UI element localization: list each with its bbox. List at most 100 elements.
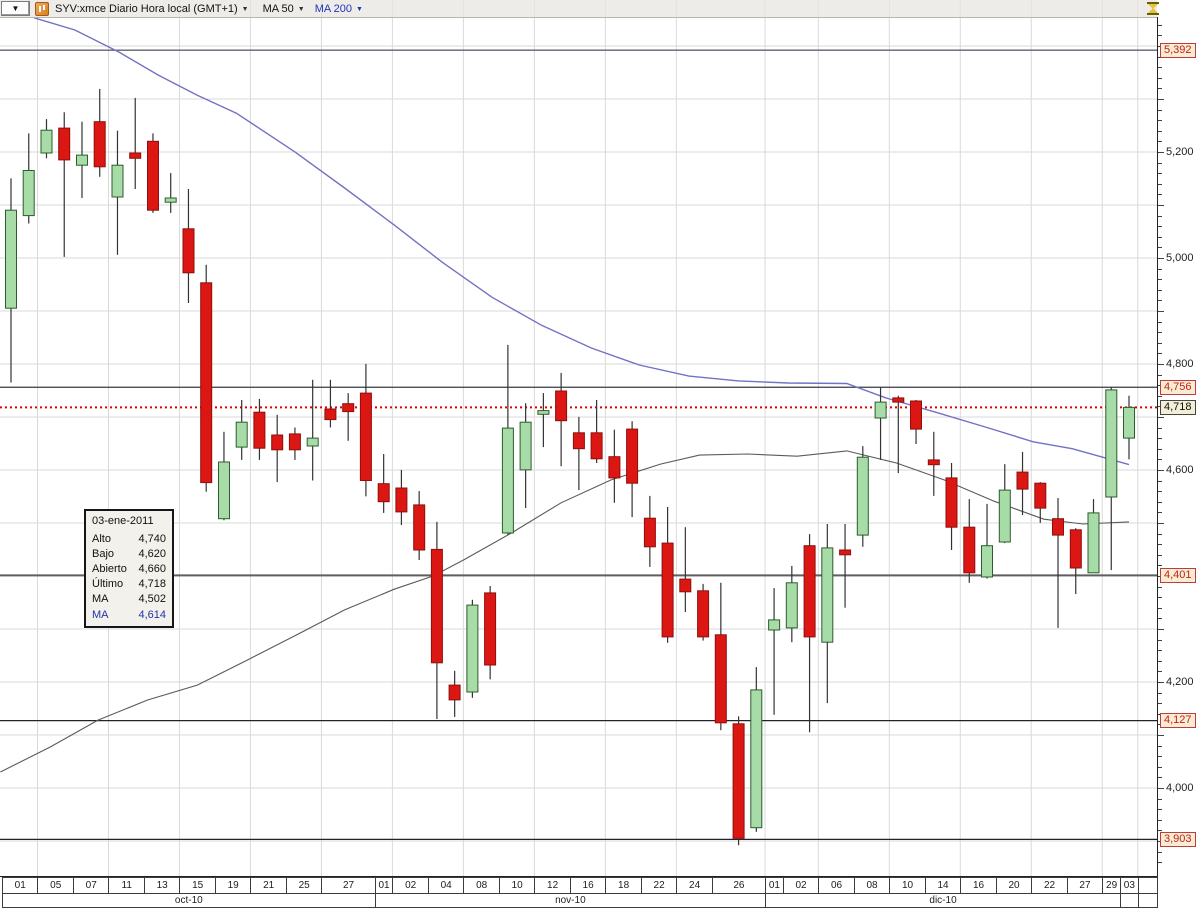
price-tick (1158, 544, 1162, 546)
candle[interactable] (679, 527, 692, 612)
alarm-icon[interactable] (1147, 2, 1159, 15)
candle[interactable] (643, 495, 656, 567)
candle[interactable] (466, 599, 479, 698)
candle-body (750, 689, 763, 829)
candle[interactable] (981, 503, 993, 579)
candle-body (555, 390, 568, 422)
candle[interactable] (58, 112, 71, 257)
candle[interactable] (555, 372, 568, 467)
candle[interactable] (1069, 528, 1082, 594)
axis-day-cell: 05 (37, 877, 74, 894)
candle[interactable] (40, 119, 53, 159)
alert-price-label[interactable]: 3,903 (1160, 831, 1196, 847)
candle[interactable] (750, 667, 763, 832)
chevron-down-icon: ▼ (297, 5, 305, 13)
price-tick-label: 5,200 (1166, 145, 1194, 158)
candle[interactable] (963, 499, 976, 583)
candle[interactable] (856, 446, 869, 547)
candle[interactable] (927, 431, 940, 496)
candle[interactable] (288, 427, 301, 460)
candle[interactable] (164, 173, 177, 213)
candle[interactable] (998, 464, 1011, 544)
candle[interactable] (93, 88, 106, 177)
candle[interactable] (1016, 451, 1029, 515)
candle[interactable] (147, 133, 159, 213)
alert-price-label[interactable]: 5,392 (1160, 42, 1196, 58)
price-tick (1158, 183, 1162, 185)
candle[interactable] (200, 264, 213, 492)
candle[interactable] (626, 421, 639, 518)
candle[interactable] (501, 344, 514, 535)
candle[interactable] (590, 400, 603, 463)
candle[interactable] (1087, 499, 1100, 574)
price-tick (1158, 597, 1162, 599)
candle[interactable] (129, 97, 142, 189)
candle[interactable] (785, 565, 798, 643)
tooltip-row-value: 4,718 (138, 578, 166, 591)
candle[interactable] (22, 133, 35, 224)
candle[interactable] (448, 670, 461, 717)
candle[interactable] (768, 588, 781, 715)
candle[interactable] (253, 398, 266, 460)
candle[interactable] (839, 524, 852, 608)
alert-price-label[interactable]: 4,127 (1160, 713, 1196, 729)
candle[interactable] (359, 363, 372, 497)
candle[interactable] (1105, 387, 1118, 571)
price-tick (1158, 236, 1162, 238)
axis-day-cell: 01 (765, 877, 784, 894)
price-tick (1158, 469, 1164, 471)
axis-day-cell (1137, 877, 1158, 894)
candle[interactable] (324, 379, 337, 428)
candle[interactable] (608, 429, 621, 503)
candle[interactable] (430, 521, 443, 719)
alert-price-label[interactable]: 4,756 (1160, 379, 1196, 395)
tooltip-row: Bajo 4,620 (90, 546, 168, 561)
candle-body (359, 392, 372, 482)
chart-menu-button[interactable]: ▼ (1, 1, 30, 16)
candle-body (590, 432, 603, 460)
candle[interactable] (271, 414, 284, 483)
candle[interactable] (821, 524, 834, 704)
candle[interactable] (182, 189, 195, 303)
candle[interactable] (1123, 395, 1135, 460)
candle[interactable] (111, 130, 124, 255)
alert-price-label[interactable]: 4,401 (1160, 567, 1196, 583)
ma50-indicator-menu[interactable]: MA 50 ▼ (263, 3, 309, 15)
candle-body (111, 164, 124, 198)
candle-body (945, 477, 958, 528)
candle[interactable] (732, 716, 745, 846)
candle[interactable] (76, 121, 88, 198)
candle[interactable] (714, 582, 727, 731)
candle[interactable] (697, 583, 710, 641)
candle-body (40, 129, 53, 154)
axis-day-cell: 08 (463, 877, 500, 894)
candle[interactable] (5, 178, 17, 383)
candle[interactable] (377, 454, 390, 513)
candle[interactable] (306, 379, 319, 481)
axis-day-cell: 18 (605, 877, 642, 894)
candle[interactable] (945, 463, 958, 550)
candle[interactable] (484, 586, 497, 680)
candle[interactable] (395, 469, 408, 526)
candle-body (430, 548, 443, 664)
ma200-indicator-menu[interactable]: MA 200 ▼ (315, 3, 367, 15)
candle[interactable] (519, 403, 532, 509)
candle[interactable] (342, 393, 355, 441)
candle[interactable] (537, 393, 550, 448)
candle[interactable] (661, 507, 674, 643)
instrument-selector[interactable]: SYV:xmce Diario Hora local (GMT+1) ▼ (55, 3, 253, 15)
candle[interactable] (874, 387, 887, 460)
tooltip-rows: Alto 4,740 Bajo 4,620 Abierto 4,660 Último 4,71… (90, 531, 168, 622)
candle[interactable] (1052, 498, 1064, 628)
candle[interactable] (803, 534, 816, 733)
candle[interactable] (218, 431, 230, 521)
price-tick (1158, 766, 1162, 768)
candle[interactable] (910, 400, 922, 444)
candle[interactable] (1034, 482, 1047, 523)
candle[interactable] (235, 400, 248, 460)
candle[interactable] (892, 395, 905, 474)
candle[interactable] (413, 491, 426, 560)
candle-body (519, 421, 532, 471)
candle-body (998, 489, 1011, 543)
candle[interactable] (572, 416, 585, 491)
